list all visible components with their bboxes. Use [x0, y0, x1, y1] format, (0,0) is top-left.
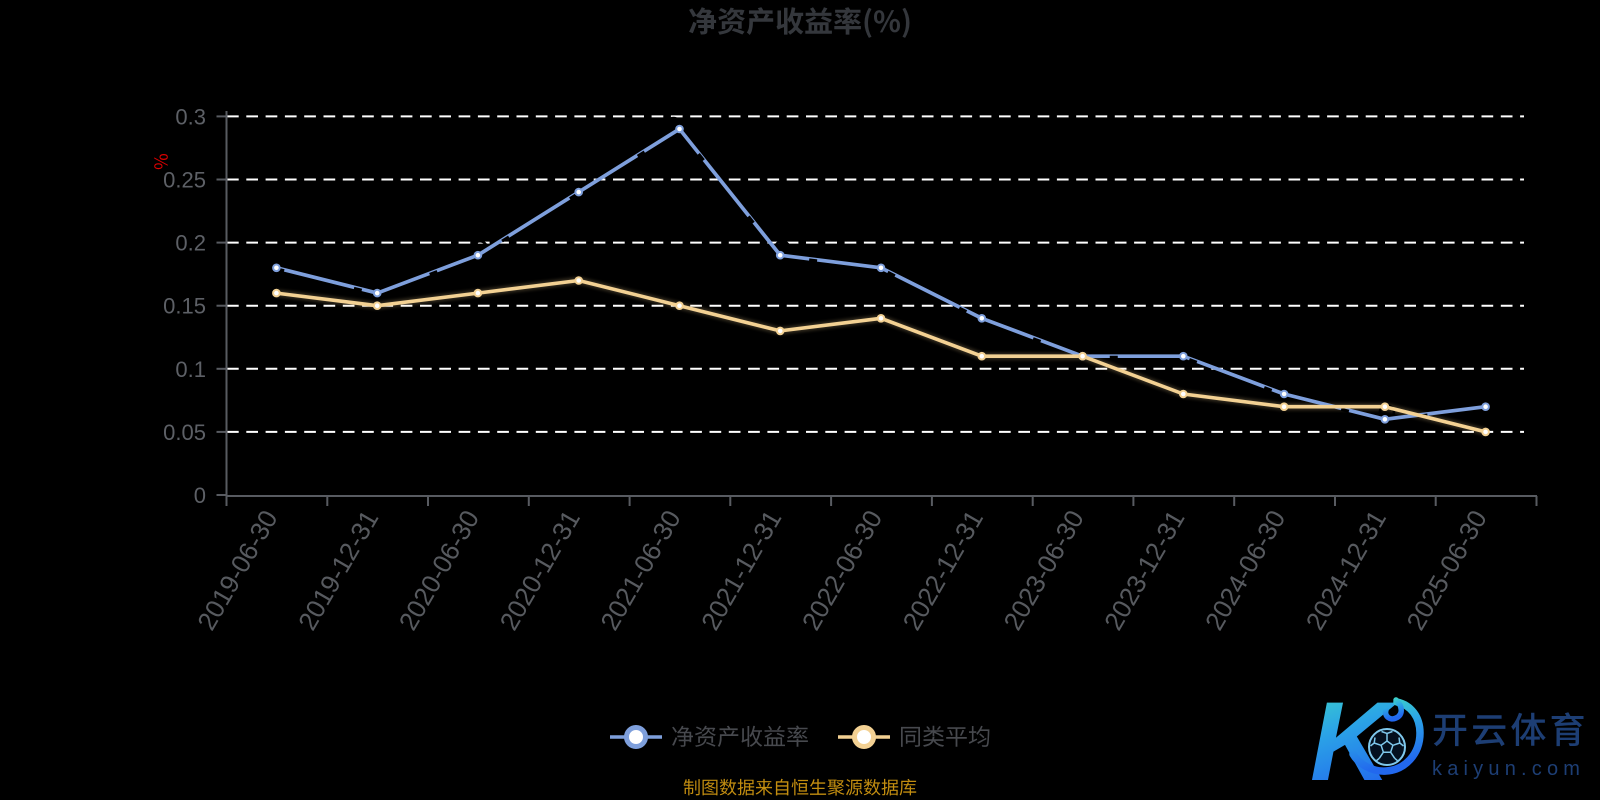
- svg-text:0.3: 0.3: [175, 104, 206, 129]
- svg-text:0.1: 0.1: [175, 357, 206, 382]
- svg-text:0.25: 0.25: [163, 168, 206, 193]
- svg-text:0.05: 0.05: [163, 420, 206, 445]
- svg-text:0.15: 0.15: [163, 294, 206, 319]
- svg-text:kaiyun.com: kaiyun.com: [1432, 758, 1585, 780]
- svg-text:0: 0: [194, 483, 206, 508]
- svg-text:0.2: 0.2: [175, 231, 206, 256]
